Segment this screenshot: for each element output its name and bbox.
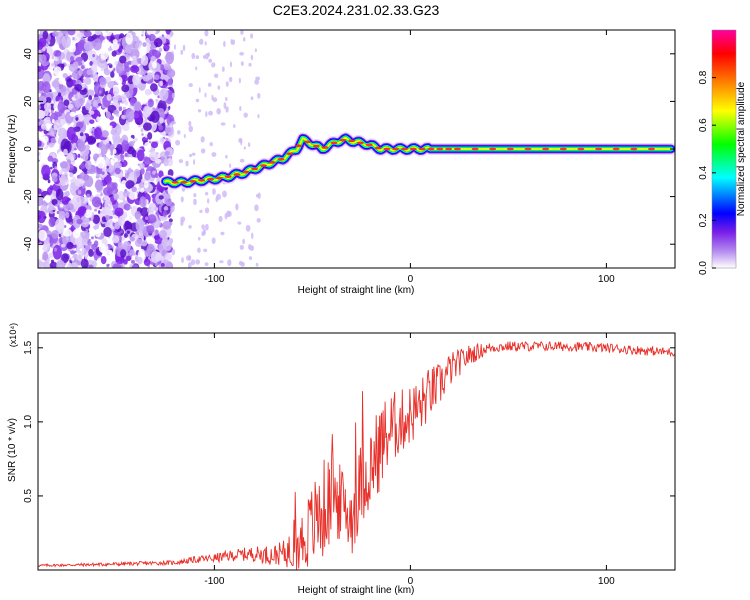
snr-y-tick-label-0: 0.5	[23, 489, 34, 503]
snr-y-tick-label-1: 1.0	[23, 414, 34, 428]
snr-plot-area	[38, 333, 675, 570]
spectrogram-y-axis-label: Frequency (Hz)	[7, 115, 18, 184]
spectrogram-x-ticks: -100 0 100	[204, 30, 615, 285]
chart-title: C2E3.2024.231.02.33.G23	[273, 2, 440, 18]
snr-x-ticks: -100 0 100	[204, 333, 615, 587]
snr-x-tick-label-1: 0	[408, 576, 414, 587]
snr-y-multiplier: (x10⁴)	[8, 323, 18, 347]
colorbar-gradient	[711, 29, 737, 269]
spectrogram-y-tick-label-0: -40	[23, 237, 34, 252]
spectrogram-signal-track	[159, 131, 675, 190]
colorbar-tick-label-4: 0.8	[698, 70, 709, 84]
snr-x-axis-label: Height of straight line (km)	[298, 585, 415, 596]
spectrogram-y-ticks: -40 -20 0 20 40	[23, 48, 675, 252]
snr-x-tick-label-2: 100	[598, 576, 615, 587]
spectrogram-y-tick-label-1: -20	[23, 189, 34, 204]
spectrogram-x-tick-label-2: 100	[598, 274, 615, 285]
spectrogram-y-tick-label-4: 40	[23, 48, 34, 60]
spectrogram-x-tick-label-0: -100	[204, 274, 224, 285]
colorbar-tick-label-1: 0.2	[698, 213, 709, 227]
colorbar-label: Normalized spectral amplitude	[736, 81, 747, 216]
spectrogram-y-tick-label-2: 0	[23, 146, 34, 152]
snr-panel: -100 0 100 0.5 1.0 1.5 Height of straight li…	[7, 323, 676, 596]
snr-y-axis-label: SNR (10 * v/v)	[7, 418, 18, 482]
spectrogram-x-tick-label-1: 0	[408, 274, 414, 285]
spectrogram-x-axis-label: Height of straight line (km)	[298, 285, 415, 296]
colorbar-tick-label-0: 0.0	[698, 261, 709, 275]
snr-x-tick-label-0: -100	[204, 576, 224, 587]
colorbar: 0.0 0.2 0.4 0.6 0.8 Normalized spectral ampl…	[698, 29, 747, 275]
snr-y-ticks: 0.5 1.0 1.5	[23, 340, 675, 503]
spectrogram-panel: -100 0 100 -40 -20 0 20 40 Height of straight …	[7, 29, 676, 296]
spectrogram-y-tick-label-3: 20	[23, 95, 34, 107]
colorbar-tick-label-3: 0.6	[698, 118, 709, 132]
snr-y-tick-label-2: 1.5	[23, 340, 34, 354]
colorbar-tick-label-2: 0.4	[698, 165, 709, 179]
snr-frame	[37, 332, 676, 571]
snr-series-line	[38, 340, 675, 570]
colorbar-ticks: 0.0 0.2 0.4 0.6 0.8	[698, 70, 716, 275]
